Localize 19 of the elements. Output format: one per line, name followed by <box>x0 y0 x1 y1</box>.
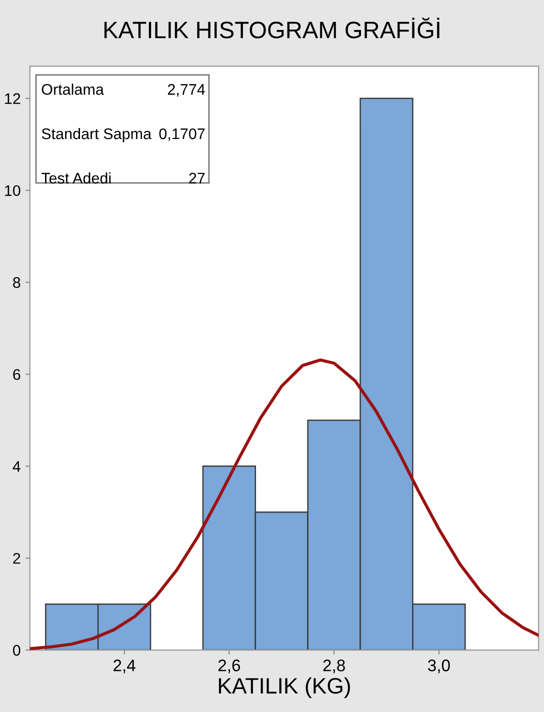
x-tick-label: 3,0 <box>428 660 450 674</box>
x-tick-label: 2,8 <box>323 660 345 674</box>
x-tick-label: 2,6 <box>218 660 240 674</box>
annotation: Ortalama <box>42 84 104 95</box>
annotation: 2,774 <box>168 84 205 97</box>
y-tick-label: 0 <box>12 644 20 656</box>
annotation: Standart Sapma <box>42 128 152 142</box>
annotation: Test Adedi <box>41 172 111 184</box>
y-tick-label: 4 <box>12 461 20 472</box>
chart-title: KATILIK HISTOGRAM GRAFİĞİ <box>104 18 440 38</box>
y-tick-label: 8 <box>13 277 20 288</box>
x-axis-title: KATILIK (KG) <box>218 677 350 698</box>
y-tick-label: 12 <box>5 93 20 104</box>
y-tick-label: 10 <box>5 185 20 196</box>
y-tick-label: 6 <box>13 369 20 380</box>
annotation: 0,1707 <box>159 128 205 142</box>
annotation: 27 <box>189 172 205 184</box>
y-tick-label: 2 <box>13 552 20 564</box>
x-tick-label: 2,4 <box>114 660 136 674</box>
